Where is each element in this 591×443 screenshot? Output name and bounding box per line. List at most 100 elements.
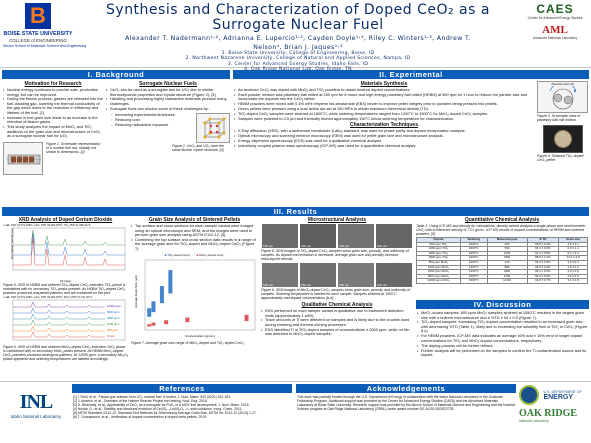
- characterization-bullet: Inductively coupled plasma mass spectros…: [234, 144, 534, 149]
- xrd-xlabel: 2θ (deg): [59, 278, 72, 283]
- figure-1-caption: Figure 1. Schematic representation of a …: [46, 141, 101, 154]
- reference-item: [4] Horlait, D., et al., Stability and s…: [73, 407, 243, 411]
- surrogate-sub-bullet: Increasing experimental timeliness: [106, 113, 193, 118]
- sintered-pellet-photo: [542, 125, 583, 153]
- figure-7-caption: Figure 7. Average grain size range of Mn…: [131, 341, 245, 346]
- bsu-college: COLLEGE of ENGINEERING: [9, 38, 67, 43]
- qualitative-bullet: Trace amounts of Ti were detected on sam…: [261, 318, 413, 327]
- grain-size-bullet: Top surface and cross sections for each …: [131, 223, 258, 238]
- legend-ti: ■ TiO₂-doped CeO₂: [164, 253, 191, 258]
- xrd-ylabel: Normalized Intensity (a.u.): [10, 227, 14, 259]
- grain-xlabel: Concentration (ppmm): [185, 334, 215, 338]
- doe-ornl-logos: U.S. DEPARTMENT OF ENERGY OAK RIDGE Nati…: [519, 385, 587, 423]
- xrd-series-line: [13, 301, 105, 308]
- qualitative-title: Qualitative Chemical Analysis: [301, 302, 373, 308]
- sem-image-ti: 100 µm: [262, 224, 298, 248]
- xrd-legend-2: • LaB₆ PDF 01-073-1669 • CeO₂ PDF 03-065…: [3, 296, 92, 299]
- characterization-title: Characterization Techniques: [350, 122, 418, 129]
- grain-size-bar: [151, 301, 156, 313]
- footer: INL Idaho National Laboratory References…: [0, 381, 591, 443]
- surrogate-bullet: Handling and processing highly radioacti…: [106, 97, 230, 106]
- oak-ridge-subtitle: National Laboratory: [519, 419, 549, 423]
- fluorite-structure-diagram: [196, 113, 230, 144]
- surrogate-bullet: Surrogate fuels can resolve some of thes…: [106, 106, 230, 112]
- poster-title-line1: Synthesis and Characterization of Doped …: [106, 2, 490, 18]
- ball-mill-icon: [549, 81, 577, 110]
- table-cell: 11300: [486, 278, 528, 284]
- grain-size-bar: [147, 308, 152, 317]
- xrd-legend-1: • LaB₆ PDF 01-073-1669 • CeO₂ PDF 03-065…: [3, 224, 91, 227]
- materials-bullet: HEBM powders were mixed with 0.4% wt% et…: [234, 102, 534, 107]
- discussion-bullet: The doping process will be further refin…: [417, 343, 588, 349]
- xrd-series-line: [13, 313, 105, 320]
- section-background-header: I. Background: [2, 70, 230, 79]
- figure-5-caption: Figure 5. XRD of HEBM and sintered TiO₂-…: [3, 283, 126, 295]
- figure-6-caption: Figure 6. XRD of HEBM and sintered MnO₂-…: [3, 344, 129, 361]
- grain-size-bullet: Combining the top surface and cross sect…: [131, 237, 258, 252]
- bsu-logo: B BOISE STATE UNIVERSITY COLLEGE of ENGI…: [3, 3, 86, 65]
- affiliation-3: 3. Center for Advanced Energy Studies, I…: [227, 61, 369, 67]
- grain-size-bar: [151, 322, 156, 326]
- motivation-bullet: During the fission process, gasses are r…: [3, 97, 103, 115]
- authors-line1: Alexander T. Nadermann¹˒², Adrianna E. L…: [125, 35, 471, 42]
- xrd-chart-ti: Normalized Intensity (a.u.): [10, 226, 126, 271]
- affiliation-1: 1. Boise State University, College of En…: [221, 51, 375, 56]
- surrogate-sub-bullet: Reducing cost: [106, 118, 193, 123]
- grain-size-chart: Average Grain Size (µm) Concentration (p…: [134, 259, 256, 338]
- materials-synthesis-title: Materials Synthesis: [360, 81, 408, 87]
- sem-image-mn: 100 µm: [376, 263, 412, 287]
- surrogate-title: Surrogate Nuclear Fuels: [139, 81, 197, 87]
- figure-4-caption: Figure 4. Sintered TiO₂ doped CeO₂ pelle…: [537, 154, 584, 162]
- grain-size-title: Grain Size Analysis of Sintered Pellets: [148, 217, 241, 223]
- caes-logo: CAES: [536, 2, 574, 16]
- title-block: Synthesis and Characterization of Doped …: [78, 3, 518, 73]
- pellet-icon: [553, 130, 572, 148]
- qualitative-bullet: EDS performed on each sample variant is …: [261, 308, 413, 318]
- grain-size-bar: [185, 317, 190, 323]
- characterization-bullet: Optical microscopy and scanning electron…: [234, 134, 534, 139]
- quantitative-column: Quantitative Chemical Analysis Table 1. …: [416, 217, 588, 284]
- inl-logo: INL Idaho National Laboratory: [6, 391, 66, 419]
- icp-ms-table: Dopant Sintering Measured ppm% TD Grain siz…: [416, 237, 588, 284]
- affiliation-4: 4. Oak Ridge National Lab, Oak Ridge, TN: [78, 67, 518, 72]
- doe-seal-icon: [519, 385, 539, 405]
- poster-header: B BOISE STATE UNIVERSITY COLLEGE of ENGI…: [0, 0, 591, 72]
- section-experimental-header: II. Experimental: [233, 70, 589, 79]
- grain-size-bar: [168, 270, 173, 294]
- xrd-series-label: 2500 ppm: [107, 316, 120, 320]
- table-cell: 1500°C: [459, 278, 488, 284]
- xrd-series-line: [13, 319, 105, 326]
- caes-aml-logos: CAES Center for Advanced Energy Studies …: [523, 2, 587, 66]
- xrd-chart-mn: 12000 ppm 5000 ppm 2500 ppm 1000 ppm 500 ppm…: [12, 299, 126, 341]
- motivation-bullet: Nuclear energy continues to provide safe…: [3, 87, 103, 97]
- microstructure-column: Microstructural Analysis 100 µm 100 µm 1…: [261, 217, 413, 337]
- xrd-column: XRD Analysis of Doped Cerium Dioxide • L…: [3, 217, 128, 361]
- grain-size-bar: [164, 320, 169, 325]
- surrogate-sub-bullet: Reducing radioactive exposure: [106, 123, 193, 128]
- aml-subtitle: Advanced Materials Laboratory: [532, 36, 578, 40]
- microstructure-title: Microstructural Analysis: [307, 217, 367, 223]
- discussion-column: MnO₂-doped samples: 800 ppm MnO₂ samples…: [417, 310, 588, 358]
- sem-image-mn: 100 µm: [338, 263, 374, 287]
- xrd-series-label: 5000 ppm: [107, 310, 120, 314]
- experimental-figures: Planetary ball mill Figure 3. Schematic …: [537, 81, 588, 162]
- section-discussion-header: IV. Discussion: [416, 300, 589, 309]
- xrd-series-label: 500 ppm: [107, 328, 119, 332]
- sem-image-ti: 100 µm: [338, 224, 374, 248]
- figure-2-caption: Figure 2. CeO₂ and UO₂ have the same flu…: [172, 144, 225, 153]
- discussion-bullet: For HEBM powders, ICP-MS data indicates …: [417, 334, 588, 343]
- grain-size-bar: [147, 324, 152, 327]
- xrd-series-label: 0 ppm: [107, 334, 115, 338]
- crystal-structure-icon: [203, 117, 226, 139]
- inl-mark: INL: [19, 391, 54, 413]
- xrd-title: XRD Analysis of Doped Cerium Dioxide: [18, 217, 113, 223]
- fuel-rod-icon: [6, 154, 42, 164]
- grain-size-column: Grain Size Analysis of Sintered Pellets …: [131, 217, 258, 345]
- discussion-bullet: Further analysis will be performed on th…: [417, 348, 588, 358]
- materials-bullet: Samples were polished to 0.5 µm and ther…: [234, 116, 534, 122]
- poster-title-line2: Surrogate Nuclear Fuel: [212, 17, 384, 33]
- reference-item: [5] ASTM Standard, E112-12, Standard Tes…: [73, 411, 257, 415]
- authors-line2: Nelson⁴, Brian J. Jaques¹˒³: [253, 44, 343, 51]
- xrd-series-line: [13, 307, 105, 314]
- section-acknowledgements-header: Acknowledgements: [296, 384, 516, 393]
